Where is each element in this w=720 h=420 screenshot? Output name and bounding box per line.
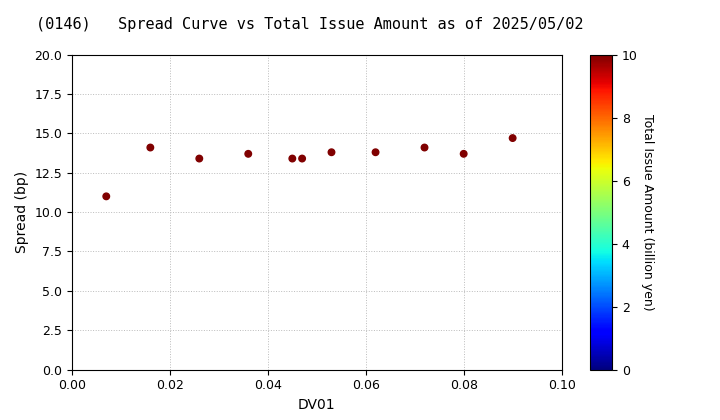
- X-axis label: DV01: DV01: [298, 398, 336, 412]
- Point: [370, 149, 382, 155]
- Point: [101, 193, 112, 199]
- Point: [325, 149, 337, 155]
- Point: [507, 135, 518, 142]
- Y-axis label: Total Issue Amount (billion yen): Total Issue Amount (billion yen): [642, 114, 654, 310]
- Point: [287, 155, 298, 162]
- Point: [458, 150, 469, 157]
- Point: [419, 144, 431, 151]
- Point: [145, 144, 156, 151]
- Point: [297, 155, 308, 162]
- Point: [194, 155, 205, 162]
- Point: [243, 150, 254, 157]
- Y-axis label: Spread (bp): Spread (bp): [15, 171, 29, 253]
- Text: (0146)   Spread Curve vs Total Issue Amount as of 2025/05/02: (0146) Spread Curve vs Total Issue Amoun…: [36, 17, 583, 32]
